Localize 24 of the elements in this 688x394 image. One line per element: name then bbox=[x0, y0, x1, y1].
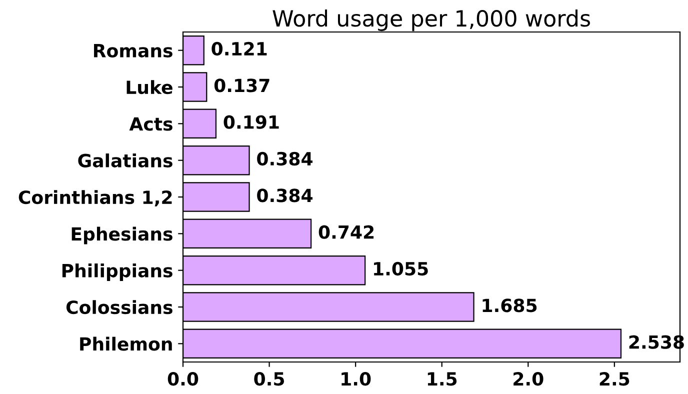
y-tick-label: Luke bbox=[126, 80, 172, 94]
x-tick-label: 0.0 bbox=[168, 372, 198, 386]
y-tick-label: Philippians bbox=[62, 263, 172, 281]
data-label: 0.121 bbox=[212, 42, 267, 56]
y-tick-label: Philemon bbox=[80, 336, 172, 351]
x-tick-label: 2.0 bbox=[514, 372, 544, 386]
x-tick-label: 1.5 bbox=[428, 372, 457, 386]
x-tick-label: 0.5 bbox=[254, 372, 284, 386]
data-label: 0.384 bbox=[257, 188, 312, 202]
x-tick-label: 2.5 bbox=[600, 372, 630, 386]
data-label: 0.191 bbox=[224, 115, 279, 129]
data-label: 1.055 bbox=[374, 262, 428, 276]
y-tick-label: Acts bbox=[129, 117, 172, 131]
data-label: 1.685 bbox=[482, 298, 537, 312]
data-label: 0.384 bbox=[257, 152, 312, 166]
chart-title: Word usage per 1,000 words bbox=[272, 10, 590, 32]
y-tick-label: Galatians bbox=[78, 153, 172, 168]
y-tick-label: Ephesians bbox=[72, 226, 172, 244]
data-label: 0.742 bbox=[318, 225, 374, 239]
y-tick-label: Colossians bbox=[66, 300, 172, 314]
x-tick-label: 1.0 bbox=[342, 372, 371, 386]
y-tick-label: Romans bbox=[94, 44, 172, 58]
data-label: 0.137 bbox=[214, 78, 270, 92]
y-tick-label: Corinthians 1,2 bbox=[18, 190, 172, 206]
